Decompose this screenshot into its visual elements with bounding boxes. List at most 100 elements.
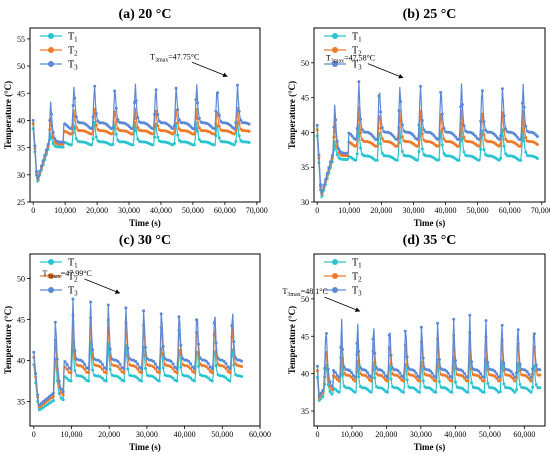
x-tick-label: 10,000	[341, 430, 363, 439]
data-point	[232, 340, 236, 344]
data-point	[495, 388, 499, 392]
y-tick-label: 45	[301, 332, 309, 341]
series-group	[31, 83, 251, 183]
data-point	[113, 89, 117, 93]
series-t1	[31, 120, 251, 183]
data-point	[35, 169, 38, 173]
data-point	[479, 119, 483, 123]
data-point	[439, 90, 443, 94]
x-tick-label: 60,000	[513, 430, 535, 439]
data-point	[55, 357, 59, 361]
data-point	[36, 175, 40, 179]
data-point	[354, 144, 358, 148]
data-point	[317, 153, 321, 157]
data-point	[342, 365, 346, 369]
data-point	[57, 379, 61, 383]
legend: T1 T2 T3	[40, 258, 78, 298]
data-point	[420, 132, 424, 136]
data-point	[98, 360, 102, 364]
data-point	[222, 359, 226, 363]
data-point	[337, 147, 341, 151]
data-point	[108, 347, 112, 351]
legend-label: T2	[352, 272, 362, 284]
data-point	[400, 150, 404, 153]
data-point	[375, 158, 379, 162]
data-point	[477, 144, 481, 148]
data-point	[350, 371, 353, 374]
data-point	[247, 141, 251, 144]
data-point	[217, 136, 221, 140]
data-point	[224, 362, 228, 365]
data-point	[51, 399, 55, 403]
data-point	[228, 379, 232, 383]
data-point	[350, 375, 353, 379]
data-point	[195, 318, 198, 322]
data-point	[100, 362, 104, 366]
data-point	[321, 388, 325, 392]
data-point	[396, 369, 400, 373]
data-point	[198, 356, 202, 360]
data-point	[179, 365, 183, 369]
y-tick-label: 30	[301, 198, 309, 207]
data-point	[511, 372, 515, 376]
data-point	[134, 99, 138, 103]
legend-label: T3	[352, 286, 362, 298]
data-point	[434, 379, 438, 383]
data-point	[134, 128, 138, 132]
data-point	[355, 152, 359, 156]
data-point	[369, 379, 373, 383]
data-point	[153, 362, 157, 366]
data-point	[53, 137, 57, 141]
data-point	[237, 134, 241, 138]
data-point	[171, 376, 175, 380]
data-point	[399, 100, 403, 103]
legend-label: T2	[68, 46, 78, 58]
data-point	[189, 376, 193, 380]
data-point	[192, 132, 196, 136]
data-point	[122, 367, 126, 371]
data-point	[131, 127, 135, 131]
data-point	[519, 158, 523, 162]
data-point	[136, 116, 140, 120]
data-point	[315, 123, 319, 127]
legend-swatch-marker	[48, 47, 54, 53]
data-point	[497, 144, 501, 148]
data-point	[359, 366, 362, 370]
data-point	[151, 365, 155, 369]
data-point	[315, 364, 319, 368]
data-point	[369, 375, 373, 379]
data-point	[73, 369, 77, 372]
data-point	[454, 359, 457, 363]
data-point	[392, 135, 396, 139]
legend-item-t1: T1	[324, 32, 362, 44]
data-point	[415, 137, 419, 141]
data-point	[477, 374, 481, 378]
legend-label: T3	[352, 60, 362, 72]
data-point	[140, 379, 144, 383]
data-point	[377, 94, 381, 98]
data-point	[509, 370, 513, 374]
data-point	[520, 101, 524, 105]
series-line	[316, 315, 540, 398]
data-point	[482, 375, 486, 379]
data-point	[468, 313, 472, 317]
data-point	[126, 346, 130, 350]
data-point	[479, 372, 483, 376]
data-point	[524, 136, 528, 140]
data-point	[153, 135, 156, 139]
data-point	[437, 358, 441, 361]
data-point	[529, 379, 533, 383]
legend-label: T1	[352, 32, 362, 44]
data-point	[176, 108, 180, 112]
series-group	[315, 80, 539, 199]
data-point	[111, 142, 115, 146]
data-point	[519, 137, 523, 141]
data-point	[122, 371, 126, 375]
data-point	[234, 140, 238, 144]
legend-swatch-marker	[48, 61, 54, 67]
data-point	[332, 125, 336, 129]
data-point	[477, 158, 481, 162]
data-point	[415, 144, 419, 148]
data-point	[59, 387, 63, 391]
